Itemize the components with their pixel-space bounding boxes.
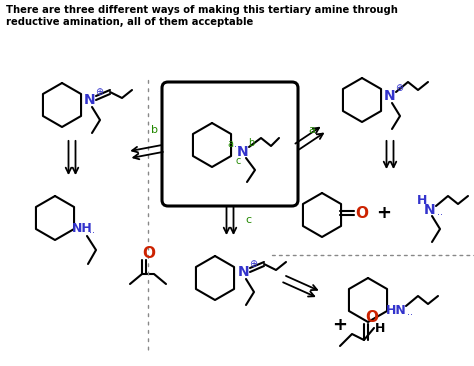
Text: ⊕: ⊕ xyxy=(95,87,103,97)
FancyBboxPatch shape xyxy=(162,82,298,206)
Text: c: c xyxy=(235,156,241,166)
Text: NH: NH xyxy=(72,221,92,235)
Text: +: + xyxy=(332,316,347,334)
Text: N: N xyxy=(384,89,396,103)
Text: There are three different ways of making this tertiary amine through: There are three different ways of making… xyxy=(6,5,398,15)
Text: b: b xyxy=(152,125,158,135)
Text: ··: ·· xyxy=(437,210,443,220)
Text: c: c xyxy=(245,215,251,225)
Text: O: O xyxy=(365,310,379,325)
Text: O: O xyxy=(356,205,368,220)
Text: ⊕: ⊕ xyxy=(395,83,403,93)
Text: ··: ·· xyxy=(407,310,413,320)
Text: N: N xyxy=(84,93,96,107)
Text: HN: HN xyxy=(386,303,406,317)
Text: a: a xyxy=(309,125,315,135)
Text: N: N xyxy=(238,265,250,279)
Text: reductive amination, all of them acceptable: reductive amination, all of them accepta… xyxy=(6,17,253,27)
Text: +: + xyxy=(376,204,392,222)
Text: N: N xyxy=(237,145,249,159)
Text: N: N xyxy=(424,203,436,217)
Text: b: b xyxy=(248,138,254,148)
Text: H: H xyxy=(417,194,427,206)
Text: ··: ·· xyxy=(89,228,95,238)
Text: ⊕: ⊕ xyxy=(249,259,257,269)
Text: a: a xyxy=(227,139,233,149)
Text: ··: ·· xyxy=(234,142,240,152)
Text: H: H xyxy=(375,321,385,335)
Text: O: O xyxy=(143,246,155,261)
